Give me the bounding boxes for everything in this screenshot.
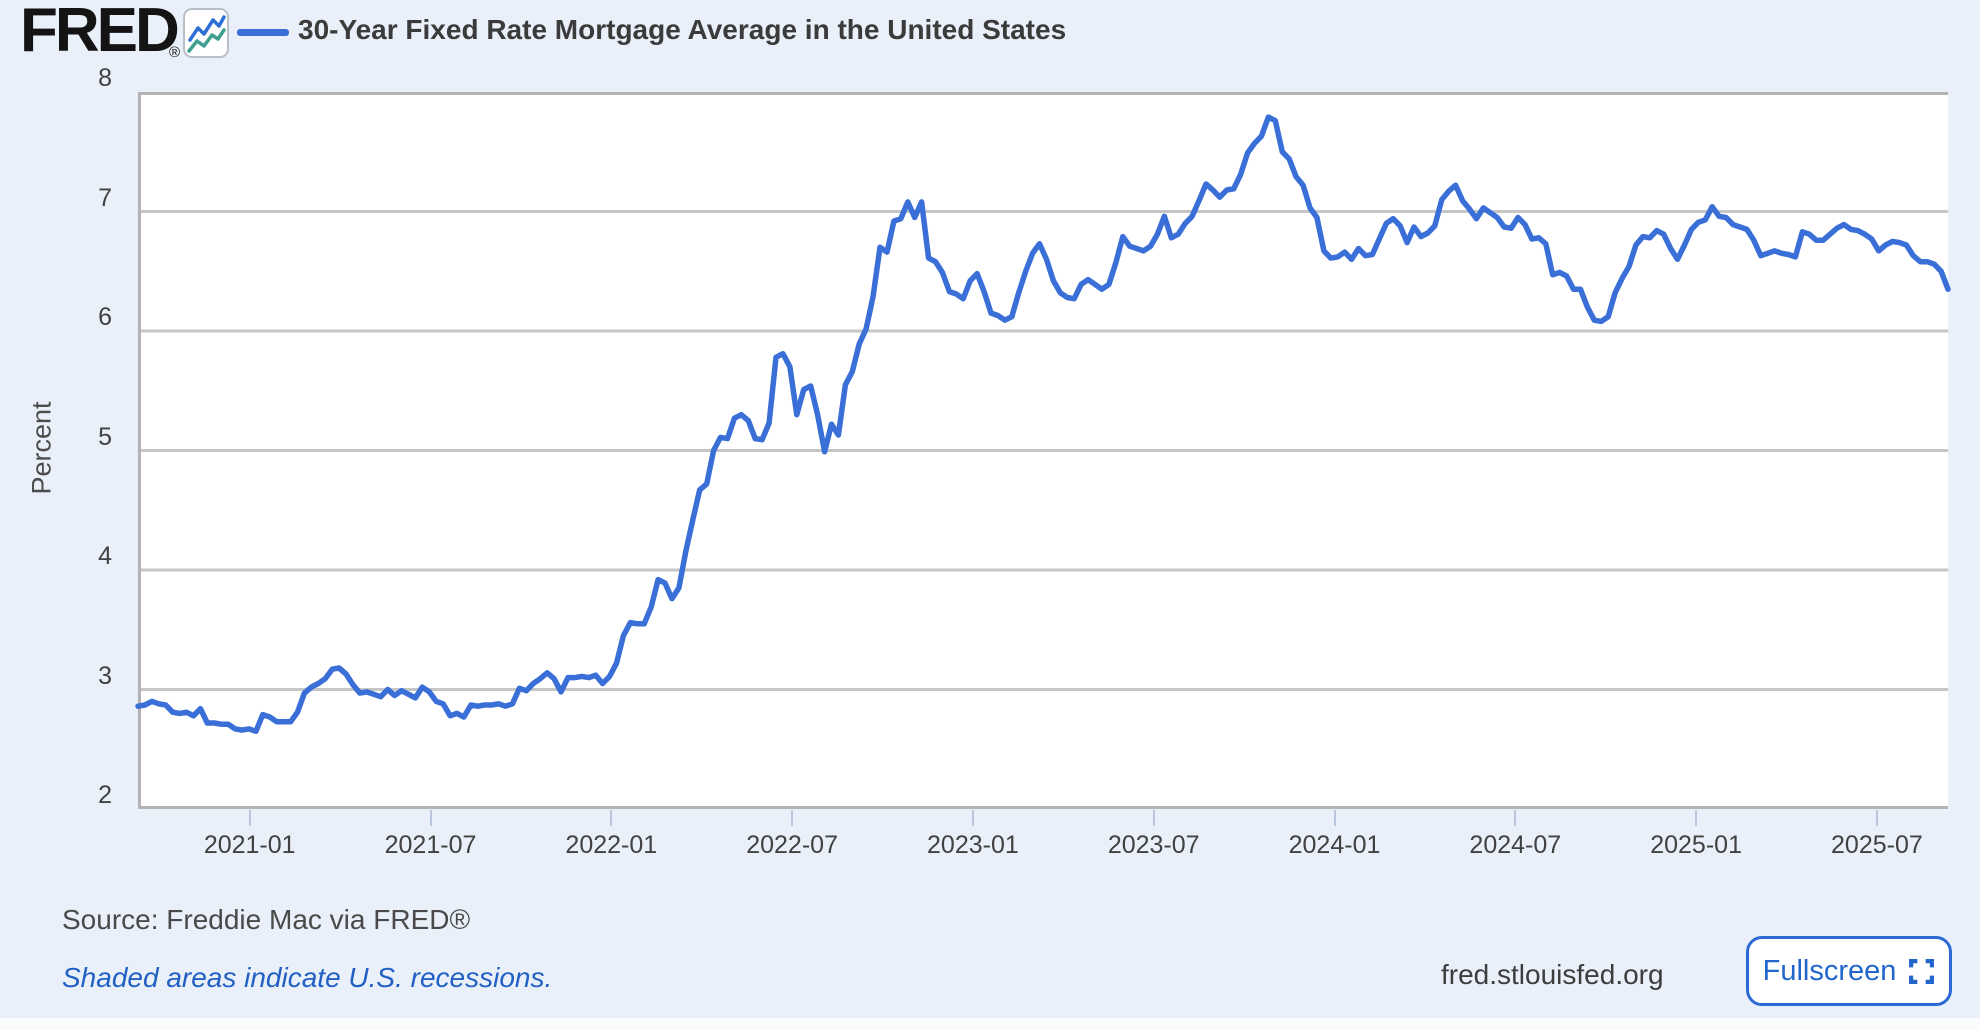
x-tick-label-2024-07: 2024-07 <box>1469 831 1562 859</box>
x-tick-mark <box>1875 810 1878 826</box>
fullscreen-button-label: Fullscreen <box>1762 954 1897 987</box>
plot-area[interactable] <box>135 92 1951 809</box>
x-tick-mark <box>1695 810 1698 826</box>
bottom-strip <box>0 1018 1980 1030</box>
series-title: 30-Year Fixed Rate Mortgage Average in t… <box>298 14 1067 45</box>
x-tick-mark <box>971 810 974 826</box>
y-tick-label-8: 8 <box>98 64 112 92</box>
x-tick-label-2025-01: 2025-01 <box>1650 831 1742 859</box>
x-tick-mark <box>1152 810 1155 826</box>
x-tick-label-2025-07: 2025-07 <box>1831 831 1923 859</box>
x-tick-label-2024-01: 2024-01 <box>1288 831 1381 859</box>
source-text: Source: Freddie Mac via FRED® <box>62 904 471 935</box>
series-legend-swatch <box>237 29 289 36</box>
x-tick-label-2021-01: 2021-01 <box>203 831 296 859</box>
line-chart-svg <box>135 92 1951 809</box>
x-tick-mark <box>1333 810 1336 826</box>
series-line[interactable] <box>135 114 1951 735</box>
x-tick-mark <box>1514 810 1517 826</box>
x-tick-mark <box>429 810 432 826</box>
x-tick-label-2022-01: 2022-01 <box>565 831 658 859</box>
x-tick-label-2021-07: 2021-07 <box>384 831 477 859</box>
x-tick-mark <box>610 810 613 826</box>
y-tick-label-2: 2 <box>98 781 112 809</box>
y-tick-label-5: 5 <box>98 422 112 451</box>
recession-note: Shaded areas indicate U.S. recessions. <box>62 962 553 993</box>
fred-logo[interactable]: FRED <box>20 0 180 65</box>
sparkline-icon-svg <box>187 15 226 53</box>
x-tick-mark <box>248 810 251 826</box>
x-tick-label-2023-07: 2023-07 <box>1107 831 1200 859</box>
y-tick-label-3: 3 <box>98 661 112 690</box>
x-tick-label-2022-07: 2022-07 <box>746 831 838 859</box>
fullscreen-button[interactable]: Fullscreen <box>1746 936 1952 1006</box>
x-tick-mark <box>791 810 794 826</box>
y-tick-label-7: 7 <box>98 183 112 212</box>
site-link[interactable]: fred.stlouisfed.org <box>1441 959 1664 990</box>
registered-trademark: ® <box>169 44 181 61</box>
y-tick-label-4: 4 <box>98 542 112 570</box>
x-tick-label-2023-01: 2023-01 <box>927 831 1019 859</box>
fullscreen-icon <box>1909 958 1935 984</box>
y-tick-label-6: 6 <box>98 303 112 331</box>
fred-sparkline-icon <box>183 8 229 58</box>
